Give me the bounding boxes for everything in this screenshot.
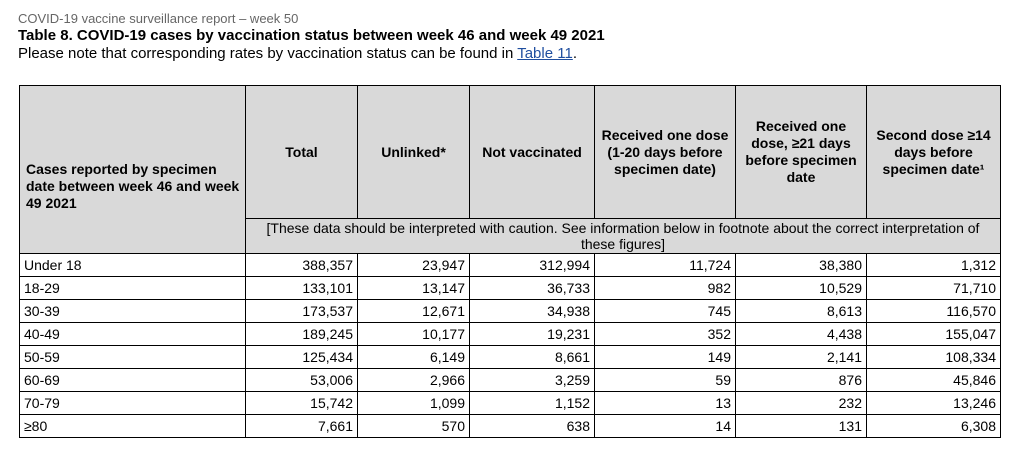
age-group-cell: 40-49 <box>19 322 246 346</box>
second-dose-cell: 71,710 <box>866 276 1001 300</box>
one-dose-1-20-cell: 59 <box>594 368 736 392</box>
unlinked-cell: 13,147 <box>357 276 470 300</box>
age-group-cell: 30-39 <box>19 299 246 323</box>
total-cell: 53,006 <box>245 368 358 392</box>
table-row: 50-59 125,434 6,149 8,661 149 2,141 108,334 <box>19 345 1001 369</box>
not-vaccinated-cell: 19,231 <box>469 322 595 346</box>
table-row: 70-79 15,742 1,099 1,152 13 232 13,246 <box>19 391 1001 415</box>
header-row: Cases reported by specimen date between … <box>19 85 1001 254</box>
one-dose-1-20-cell: 149 <box>594 345 736 369</box>
one-dose-1-20-cell: 14 <box>594 414 736 438</box>
not-vaccinated-cell: 3,259 <box>469 368 595 392</box>
header-total: Total <box>245 85 358 219</box>
second-dose-cell: 116,570 <box>866 299 1001 323</box>
header-rowhead: Cases reported by specimen date between … <box>19 85 246 254</box>
table-11-link[interactable]: Table 11 <box>517 45 573 62</box>
age-group-cell: ≥80 <box>19 414 246 438</box>
total-cell: 173,537 <box>245 299 358 323</box>
header-unlinked: Unlinked* <box>357 85 470 219</box>
not-vaccinated-cell: 638 <box>469 414 595 438</box>
caution-row: [These data should be interpreted with c… <box>20 218 1001 254</box>
age-group-cell: 70-79 <box>19 391 246 415</box>
one-dose-21-cell: 10,529 <box>735 276 867 300</box>
second-dose-cell: 155,047 <box>866 322 1001 346</box>
total-cell: 388,357 <box>245 253 358 277</box>
not-vaccinated-cell: 8,661 <box>469 345 595 369</box>
unlinked-cell: 12,671 <box>357 299 470 323</box>
one-dose-1-20-cell: 352 <box>594 322 736 346</box>
rates-note: Please note that corresponding rates by … <box>18 45 1008 63</box>
one-dose-1-20-cell: 11,724 <box>594 253 736 277</box>
second-dose-cell: 108,334 <box>866 345 1001 369</box>
one-dose-21-cell: 131 <box>735 414 867 438</box>
age-group-cell: 60-69 <box>19 368 246 392</box>
one-dose-1-20-cell: 13 <box>594 391 736 415</box>
age-group-cell: 50-59 <box>19 345 246 369</box>
not-vaccinated-cell: 1,152 <box>469 391 595 415</box>
unlinked-cell: 6,149 <box>357 345 470 369</box>
total-cell: 189,245 <box>245 322 358 346</box>
unlinked-cell: 10,177 <box>357 322 470 346</box>
rates-note-text: Please note that corresponding rates by … <box>18 45 518 62</box>
unlinked-cell: 1,099 <box>357 391 470 415</box>
header-second-dose: Second dose ≥14 days before specimen dat… <box>866 85 1001 219</box>
table-row: 30-39 173,537 12,671 34,938 745 8,613 116,570 <box>19 299 1001 323</box>
document-header: COVID-19 vaccine surveillance report – w… <box>18 11 1008 63</box>
not-vaccinated-cell: 36,733 <box>469 276 595 300</box>
table-row: 60-69 53,006 2,966 3,259 59 876 45,846 <box>19 368 1001 392</box>
table-row: ≥80 7,661 570 638 14 131 6,308 <box>19 414 1001 438</box>
one-dose-1-20-cell: 745 <box>594 299 736 323</box>
second-dose-cell: 45,846 <box>866 368 1001 392</box>
one-dose-21-cell: 2,141 <box>735 345 867 369</box>
not-vaccinated-cell: 312,994 <box>469 253 595 277</box>
age-group-cell: Under 18 <box>19 253 246 277</box>
total-cell: 125,434 <box>245 345 358 369</box>
one-dose-21-cell: 38,380 <box>735 253 867 277</box>
cases-by-vaccination-table: Cases reported by specimen date between … <box>19 85 1001 438</box>
one-dose-21-cell: 4,438 <box>735 322 867 346</box>
header-one-dose-1-20: Received one dose (1-20 days before spec… <box>594 85 736 219</box>
table-row: 40-49 189,245 10,177 19,231 352 4,438 155,047 <box>19 322 1001 346</box>
table-row: Under 18 388,357 23,947 312,994 11,724 38,380… <box>19 253 1001 277</box>
table-title: Table 8. COVID-19 cases by vaccination s… <box>18 27 605 44</box>
second-dose-cell: 6,308 <box>866 414 1001 438</box>
one-dose-21-cell: 8,613 <box>735 299 867 323</box>
table-body: Under 18 388,357 23,947 312,994 11,724 38,380… <box>19 253 1001 438</box>
second-dose-cell: 1,312 <box>866 253 1001 277</box>
one-dose-21-cell: 876 <box>735 368 867 392</box>
caution-note: [These data should be interpreted with c… <box>245 218 1001 254</box>
one-dose-1-20-cell: 982 <box>594 276 736 300</box>
not-vaccinated-cell: 34,938 <box>469 299 595 323</box>
header-one-dose-21: Received one dose, ≥21 days before speci… <box>735 85 867 219</box>
unlinked-cell: 570 <box>357 414 470 438</box>
total-cell: 7,661 <box>245 414 358 438</box>
total-cell: 133,101 <box>245 276 358 300</box>
rates-note-end: . <box>572 45 577 62</box>
age-group-cell: 18-29 <box>19 276 246 300</box>
report-running-head: COVID-19 vaccine surveillance report – w… <box>18 11 299 26</box>
one-dose-21-cell: 232 <box>735 391 867 415</box>
unlinked-cell: 23,947 <box>357 253 470 277</box>
total-cell: 15,742 <box>245 391 358 415</box>
second-dose-cell: 13,246 <box>866 391 1001 415</box>
unlinked-cell: 2,966 <box>357 368 470 392</box>
table-row: 18-29 133,101 13,147 36,733 982 10,529 71,710 <box>19 276 1001 300</box>
header-not-vaccinated: Not vaccinated <box>469 85 595 219</box>
